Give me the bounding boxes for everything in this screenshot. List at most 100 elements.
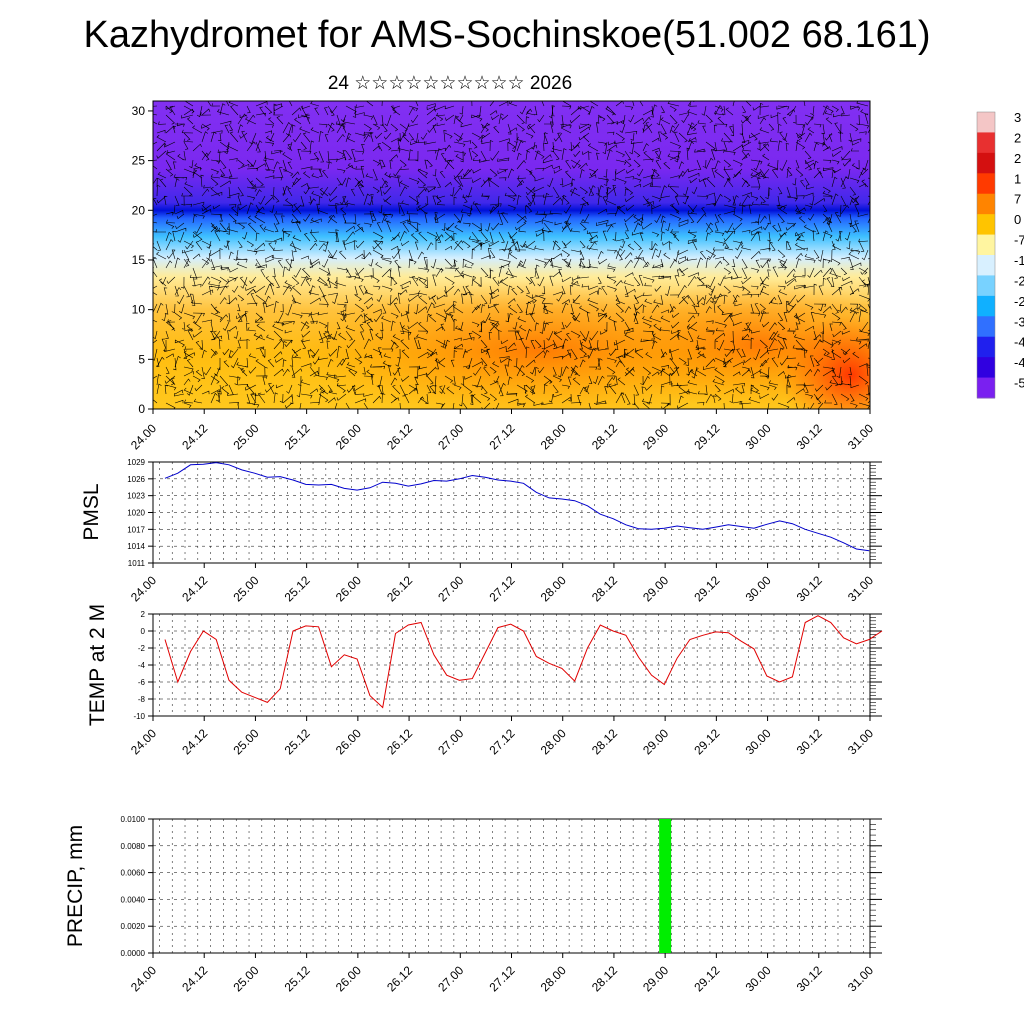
wind-barb [247,222,257,233]
wind-barb [866,384,870,396]
wind-barb [596,122,600,134]
wind-barb [552,345,565,350]
wind-barb [337,382,347,387]
wind-barb [210,330,216,341]
wind-barb [401,349,410,359]
wind-barb [516,140,524,152]
wind-barb [741,229,751,234]
wind-barb [435,339,448,348]
wind-barb [285,258,293,269]
wind-barb [449,312,455,323]
wind-barb [153,267,158,278]
wind-barb [454,224,464,233]
wind-barb [327,358,334,368]
wind-barb [687,109,698,116]
wind-barb [822,231,833,239]
wind-barb [816,357,824,364]
wind-barb [771,357,779,368]
wind-barb [839,375,843,385]
wind-barb [822,339,834,348]
wind-barb [379,330,383,339]
wind-barb [211,224,221,233]
wind-barb [271,150,284,155]
wind-barb [695,294,700,308]
wind-barb [282,285,293,292]
wind-barb [525,204,533,213]
wind-barb [169,105,176,116]
wind-barb [777,123,782,134]
wind-barb [588,151,592,161]
wind-barb [723,285,732,294]
wind-barb [173,357,177,371]
wind-barb [777,204,786,210]
wind-barb [227,276,239,283]
wind-barb [615,312,625,322]
wind-barb [776,333,788,341]
wind-barb [166,276,176,285]
wind-barb [155,357,160,367]
wind-barb [480,122,490,134]
wind-barb [642,158,654,163]
wind-barb [291,107,302,116]
wind-barb [273,213,280,225]
wind-barb [687,348,693,360]
wind-barb [697,335,707,341]
wind-barb [823,352,833,359]
wind-barb [156,240,161,251]
wind-barb [440,339,446,348]
wind-barb [183,378,191,386]
wind-barb [504,192,518,197]
wind-barb [480,255,491,260]
wind-barb [218,384,222,395]
wind-barb [445,114,455,121]
wind-barb [453,288,461,296]
wind-barb [217,390,221,404]
x-tick-label: 30.12 [794,726,825,757]
wind-barb [552,271,561,278]
wind-barb [695,339,700,351]
wind-barb [390,397,400,404]
wind-barb [324,134,329,143]
wind-barb [318,242,326,251]
wind-barb [465,285,473,296]
wind-barb [549,275,554,287]
wind-barb [424,258,428,270]
wind-barb [201,390,210,395]
wind-barb [717,276,725,287]
x-tick-label: 24.12 [179,726,210,757]
wind-barb [472,168,482,174]
wind-barb [163,195,168,206]
wind-barb [857,305,869,314]
wind-barb [779,159,788,172]
wind-barb [156,302,164,314]
wind-barb [488,316,500,323]
wind-barb [327,204,337,209]
wind-barb [201,276,211,287]
wind-barb [534,167,544,172]
wind-barb [671,383,680,387]
wind-barb [236,362,248,368]
wind-barb [552,366,557,376]
wind-barb [642,201,654,206]
wind-barb [507,376,513,386]
wind-barb [265,258,275,263]
wind-barb [453,345,464,350]
wind-barb [354,285,358,296]
wind-barb [453,318,458,332]
wind-barb [817,249,824,262]
wind-barb [498,113,504,125]
wind-barb [184,399,194,404]
wind-barb [309,388,319,395]
wind-barb [363,251,372,260]
wind-barb [570,106,582,116]
wind-barb [732,144,744,152]
wind-barb [733,168,743,178]
wind-barb [192,330,203,338]
wind-barb [498,157,510,162]
wind-barb [698,276,707,281]
wind-barb [267,117,275,125]
wind-barb [246,202,254,215]
wind-barb [660,231,666,242]
wind-barb [691,239,698,251]
wind-barb [153,319,158,323]
